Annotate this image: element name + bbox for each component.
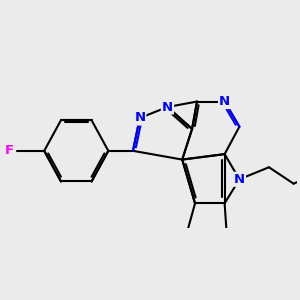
Text: F: F	[5, 144, 14, 157]
Text: N: N	[134, 112, 146, 124]
Text: N: N	[234, 173, 245, 186]
Text: N: N	[219, 95, 230, 108]
Text: N: N	[162, 100, 173, 113]
